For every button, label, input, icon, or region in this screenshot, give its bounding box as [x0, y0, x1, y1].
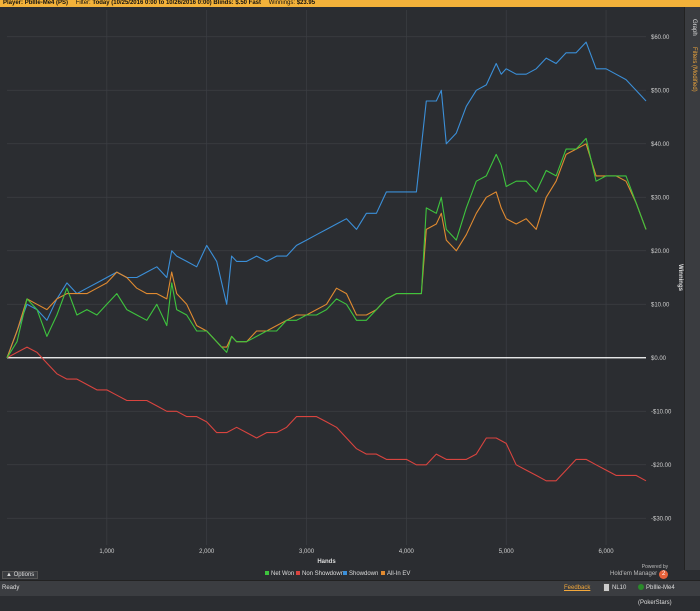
legend-label: Non Showdown	[302, 571, 345, 577]
y-tick-label: -$30.00	[651, 516, 672, 522]
legend-swatch	[296, 571, 300, 576]
legend-swatch	[381, 571, 385, 576]
x-tick-label: 6,000	[599, 549, 615, 555]
card-icon	[603, 582, 610, 592]
legend-swatch	[343, 571, 347, 576]
limit-label: NL10	[612, 585, 627, 591]
y-tick-label: $50.00	[651, 88, 670, 94]
legend-label: All-In EV	[387, 571, 411, 577]
filter-label: Filter:	[75, 0, 91, 6]
y-tick-label: $20.00	[651, 249, 670, 255]
side-tab-strip: Graph Filters (Modified)	[684, 7, 700, 570]
poker-site-icon	[638, 584, 644, 591]
options-button[interactable]: ▲ Options	[2, 571, 39, 579]
status-bar: Ready Feedback NL10 PbIlle-Me4 (PokerSta…	[0, 580, 700, 606]
y-tick-label: $30.00	[651, 195, 670, 201]
tab-filters[interactable]: Filters (Modified)	[691, 47, 697, 92]
x-tick-label: 4,000	[399, 549, 415, 555]
y-tick-label: $60.00	[651, 35, 670, 41]
winnings-value: $23.95	[296, 0, 316, 6]
x-tick-label: 3,000	[299, 549, 315, 555]
tab-graph[interactable]: Graph	[691, 19, 697, 36]
legend-label: Net Won	[271, 571, 295, 577]
x-tick-label: 2,000	[199, 549, 215, 555]
y-tick-label: $40.00	[651, 142, 670, 148]
legend: ▲ Options Net Won Non Showdown Showdown …	[0, 570, 700, 579]
brand-logo: Powered by Hold'em Manager 2	[610, 564, 669, 579]
brand-small: Powered by	[641, 564, 669, 570]
legend-swatch	[265, 571, 269, 576]
brand-name: Hold'em Manager	[610, 571, 658, 577]
winnings-label: Winnings:	[268, 0, 296, 6]
filter-value[interactable]: Today (10/25/2016 0:00 to 10/26/2016 0:0…	[92, 0, 262, 6]
winnings-chart: -$30.00 -$20.00 -$10.00 $0.00 $10.00 $20.00 $3…	[6, 10, 683, 565]
legend-net-won[interactable]: Net Won	[265, 571, 294, 577]
y-tick-label: -$20.00	[651, 463, 672, 469]
limit-indicator[interactable]: NL10	[603, 581, 626, 596]
y-tick-label: $0.00	[651, 356, 667, 362]
x-tick-label: 5,000	[499, 549, 515, 555]
brand-badge: 2	[659, 570, 669, 579]
status-text: Ready	[2, 585, 20, 591]
series-line-all-in-ev	[6, 143, 647, 358]
legend-allin-ev[interactable]: All-In EV	[381, 571, 410, 577]
legend-showdown[interactable]: Showdown	[343, 571, 378, 577]
legend-label: Showdown	[349, 571, 379, 577]
legend-non-showdown[interactable]: Non Showdown	[296, 571, 344, 577]
x-axis-label: Hands	[317, 559, 336, 565]
chevron-up-icon: ▲	[6, 572, 12, 578]
y-tick-label: -$10.00	[651, 409, 672, 415]
player-value[interactable]: PbIlle-Me4 (PS)	[24, 0, 69, 6]
options-label: Options	[13, 572, 35, 578]
player-indicator[interactable]: PbIlle-Me4 (PokerStars)	[638, 581, 700, 611]
x-tick-label: 1,000	[99, 549, 115, 555]
filter-bar: Player: PbIlle-Me4 (PS) Filter: Today (1…	[0, 0, 700, 7]
series-line-net-won	[6, 137, 647, 359]
plot-area	[7, 10, 646, 545]
y-axis-label: Winnings	[677, 264, 683, 292]
feedback-link[interactable]: Feedback	[564, 585, 591, 591]
player-label: Player:	[3, 0, 24, 6]
series-line-non-showdown	[6, 346, 647, 482]
y-tick-label: $10.00	[651, 302, 670, 308]
